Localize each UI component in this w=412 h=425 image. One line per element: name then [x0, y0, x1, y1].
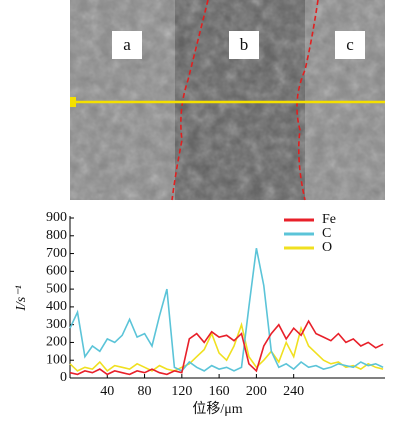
y-tick-label: 800	[46, 228, 67, 243]
x-tick-label: 200	[246, 384, 267, 399]
y-tick-label: 100	[46, 352, 67, 367]
x-tick-label: 120	[171, 384, 192, 399]
region-label: a	[123, 35, 131, 54]
y-tick-label: 0	[60, 370, 67, 385]
region-label: b	[240, 35, 249, 54]
y-axis-label: I/s⁻¹	[14, 285, 29, 312]
series-line	[69, 319, 384, 376]
y-tick-label: 200	[46, 335, 67, 350]
x-tick-label: 40	[100, 384, 114, 399]
legend-label: Fe	[322, 212, 336, 227]
y-tick-label: 700	[46, 246, 67, 261]
x-axis-label: 位移/μm	[192, 401, 242, 417]
legend-label: O	[322, 240, 332, 255]
y-tick-label: 600	[46, 264, 67, 279]
y-tick-label: 300	[46, 317, 67, 332]
x-tick-label: 240	[283, 384, 304, 399]
series-line	[69, 321, 384, 372]
y-tick-label: 900	[46, 210, 67, 225]
sem-image	[70, 0, 385, 201]
x-tick-label: 160	[209, 384, 230, 399]
series-line	[69, 248, 384, 372]
y-tick-label: 400	[46, 299, 67, 314]
legend-label: C	[322, 226, 331, 241]
x-tick-label: 80	[138, 384, 152, 399]
y-tick-label: 500	[46, 281, 67, 296]
region-label: c	[346, 35, 354, 54]
